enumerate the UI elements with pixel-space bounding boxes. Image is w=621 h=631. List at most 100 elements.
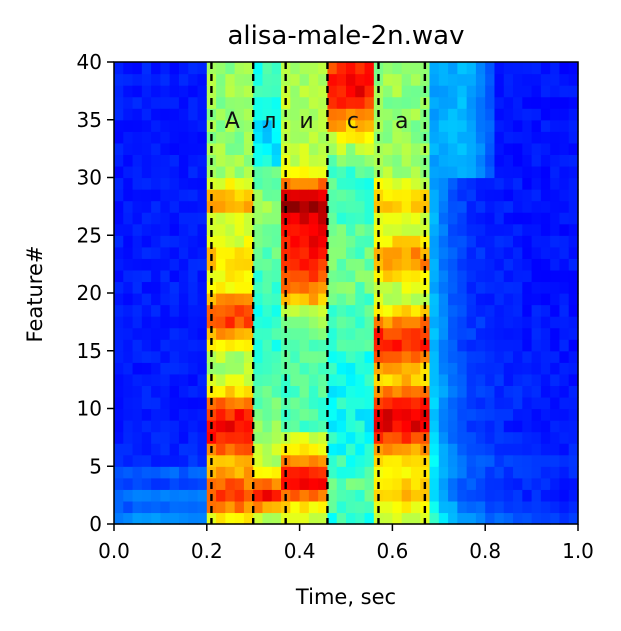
x-tick-label: 1.0 (562, 539, 594, 563)
heatmap-cell (550, 62, 561, 75)
heatmap-cell (160, 269, 171, 283)
heatmap-cell (494, 454, 505, 467)
heatmap-cell (410, 454, 421, 467)
heatmap-cell (457, 293, 468, 306)
heatmap-cell (401, 62, 412, 75)
heatmap-cell (308, 200, 319, 213)
heatmap-cell (243, 258, 254, 271)
heatmap-cell (522, 223, 533, 236)
heatmap-cell (290, 420, 301, 433)
heatmap-cell (364, 316, 375, 329)
heatmap-cell (466, 500, 477, 514)
heatmap-cell (531, 212, 542, 225)
heatmap-cell (392, 62, 403, 75)
heatmap-cell (531, 454, 542, 467)
heatmap-cell (466, 212, 477, 225)
heatmap-cell (503, 73, 514, 86)
heatmap-cell (132, 223, 143, 236)
heatmap-cell (448, 316, 458, 329)
heatmap-cell (197, 339, 208, 352)
heatmap-cell (457, 73, 468, 86)
heatmap-cell (559, 420, 570, 433)
heatmap-cell (197, 466, 208, 479)
heatmap-cell (401, 339, 412, 352)
heatmap-cell (410, 258, 421, 271)
heatmap-cell (494, 304, 505, 317)
heatmap-cell (392, 200, 403, 213)
heatmap-cell (253, 293, 264, 306)
heatmap-cell (318, 431, 329, 444)
heatmap-cell (151, 385, 161, 398)
heatmap-cell (290, 142, 301, 155)
heatmap-cell (188, 281, 199, 294)
heatmap-cell (457, 443, 468, 456)
heatmap-cell (438, 408, 449, 421)
heatmap-cell (290, 189, 301, 202)
heatmap-cell (457, 431, 468, 444)
heatmap-cell (141, 443, 152, 456)
heatmap-cell (392, 385, 403, 398)
heatmap-cell (503, 154, 514, 167)
heatmap-cell (188, 131, 199, 144)
heatmap-cell (225, 223, 236, 236)
heatmap-cell (132, 339, 143, 352)
heatmap-cell (114, 269, 124, 283)
heatmap-cell (197, 62, 208, 75)
heatmap-cell (160, 131, 171, 144)
heatmap-cell (383, 489, 393, 502)
heatmap-cell (318, 489, 329, 502)
heatmap-cell (271, 246, 282, 259)
heatmap-cell (457, 350, 468, 363)
heatmap-cell (438, 119, 449, 132)
heatmap-cell (141, 362, 152, 375)
heatmap-cell (346, 200, 356, 213)
heatmap-cell (383, 258, 393, 271)
heatmap-cell (141, 96, 152, 109)
heatmap-cell (540, 443, 551, 456)
heatmap-cell (540, 189, 551, 202)
heatmap-cell (568, 373, 579, 386)
heatmap-cell (178, 316, 189, 329)
heatmap-cell (188, 96, 199, 109)
heatmap-cell (364, 142, 375, 155)
heatmap-cell (429, 339, 440, 352)
heatmap-cell (410, 281, 421, 294)
heatmap-cell (429, 85, 440, 98)
heatmap-cell (336, 489, 347, 502)
heatmap-cell (494, 443, 505, 456)
heatmap-cell (429, 119, 440, 132)
heatmap-cell (299, 62, 310, 75)
heatmap-cell (327, 350, 338, 363)
heatmap-cell (383, 96, 393, 109)
heatmap-cell (346, 408, 356, 421)
heatmap-cell (448, 339, 458, 352)
heatmap-cell (448, 293, 458, 306)
heatmap-cell (448, 466, 458, 479)
heatmap-cell (438, 350, 449, 363)
heatmap-cell (466, 408, 477, 421)
heatmap-cell (141, 396, 152, 410)
heatmap-cell (401, 396, 412, 410)
heatmap-cell (401, 420, 412, 433)
heatmap-cell (225, 142, 236, 155)
y-tick-label: 40 (77, 50, 102, 74)
heatmap-cell (513, 131, 523, 144)
heatmap-cell (475, 281, 486, 294)
heatmap-cell (243, 512, 254, 525)
heatmap-cell (503, 131, 514, 144)
heatmap-cell (559, 154, 570, 167)
heatmap-cell (364, 385, 375, 398)
heatmap-cell (346, 316, 356, 329)
heatmap-cell (448, 350, 458, 363)
heatmap-cell (318, 327, 329, 340)
heatmap-cell (355, 85, 366, 98)
heatmap-cell (503, 512, 514, 525)
segment-label: л (262, 109, 276, 134)
heatmap-cell (503, 350, 514, 363)
heatmap-cell (114, 62, 124, 75)
heatmap-cell (216, 246, 226, 259)
heatmap-cell (531, 500, 542, 514)
heatmap-cell (123, 235, 134, 248)
heatmap-cell (531, 373, 542, 386)
heatmap-cell (262, 73, 273, 86)
